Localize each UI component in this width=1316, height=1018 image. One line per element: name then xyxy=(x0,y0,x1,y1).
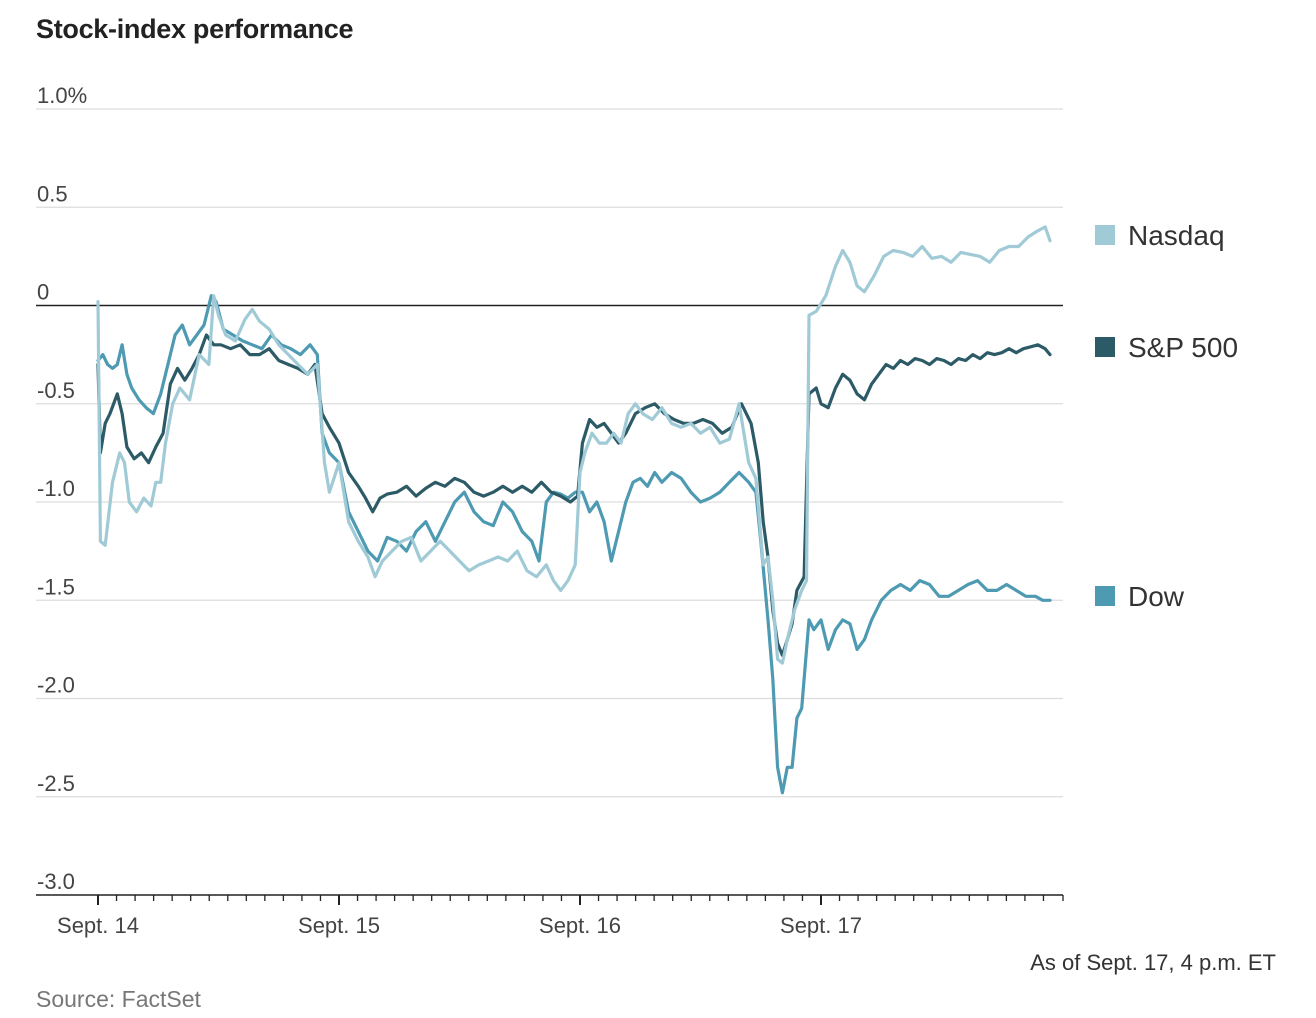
legend-label-nasdaq: Nasdaq xyxy=(1128,220,1225,251)
legend-swatch-s-p-500 xyxy=(1095,337,1115,357)
y-tick-label: 1.0% xyxy=(37,83,87,108)
x-tick-label: Sept. 15 xyxy=(298,913,380,938)
legend-swatch-nasdaq xyxy=(1095,225,1115,245)
series-line-dow xyxy=(96,294,1052,795)
x-axis: Sept. 14 Sept. 15 Sept. 16 Sept. 17 xyxy=(36,894,1064,938)
x-tick-label: Sept. 14 xyxy=(57,913,139,938)
series-line-s-p-500 xyxy=(96,333,1052,657)
y-tick-label: -1.0 xyxy=(37,476,75,501)
y-tick-label: -2.5 xyxy=(37,771,75,796)
y-tick-label: -3.0 xyxy=(37,869,75,894)
line-chart: 1.0% 0.5 0 -0.5 -1.0 -1.5 -2.0 -2.5 -3.0 Sept. 1… xyxy=(36,83,1238,938)
as-of-note: As of Sept. 17, 4 p.m. ET xyxy=(1030,950,1276,975)
y-tick-label: 0 xyxy=(37,280,49,305)
y-tick-label: -2.0 xyxy=(37,673,75,698)
y-tick-label: -1.5 xyxy=(37,574,75,599)
y-tick-label: -0.5 xyxy=(37,378,75,403)
series-line-nasdaq xyxy=(96,225,1052,665)
chart-title: Stock-index performance xyxy=(36,14,354,44)
y-tick-label: 0.5 xyxy=(37,181,68,206)
series-lines xyxy=(96,225,1052,795)
grid-lines xyxy=(36,108,1063,798)
source-note: Source: FactSet xyxy=(36,986,201,1012)
x-tick-label: Sept. 17 xyxy=(780,913,862,938)
legend-swatch-dow xyxy=(1095,586,1115,606)
legend-label-dow: Dow xyxy=(1128,581,1185,612)
x-tick-label: Sept. 16 xyxy=(539,913,621,938)
legend: Nasdaq S&P 500 Dow xyxy=(1095,220,1238,612)
legend-label-s-p-500: S&P 500 xyxy=(1128,332,1238,363)
y-axis-ticks: 1.0% 0.5 0 -0.5 -1.0 -1.5 -2.0 -2.5 -3.0 xyxy=(37,83,87,894)
